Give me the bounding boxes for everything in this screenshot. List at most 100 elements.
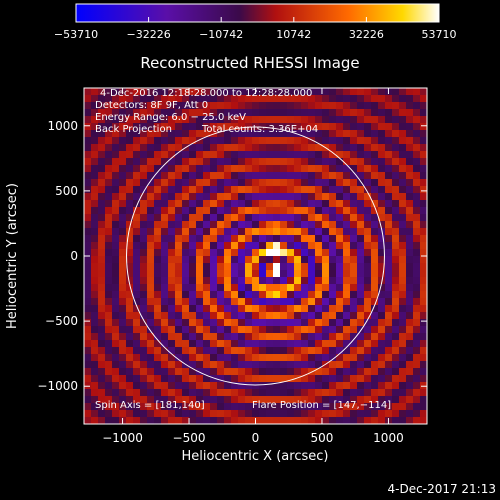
heatmap-cell bbox=[294, 396, 301, 403]
heatmap-cell bbox=[273, 144, 280, 151]
heatmap-cell bbox=[119, 151, 126, 158]
heatmap-cell bbox=[210, 214, 217, 221]
heatmap-cell bbox=[385, 361, 392, 368]
heatmap-cell bbox=[420, 277, 427, 284]
heatmap-cell bbox=[266, 368, 273, 375]
heatmap-cell bbox=[399, 88, 406, 95]
heatmap-cell bbox=[196, 158, 203, 165]
heatmap-cell bbox=[154, 368, 161, 375]
heatmap-cell bbox=[196, 312, 203, 319]
heatmap-cell bbox=[147, 144, 154, 151]
heatmap-cell bbox=[308, 284, 315, 291]
heatmap-cell bbox=[280, 214, 287, 221]
heatmap-cell bbox=[364, 417, 371, 424]
heatmap-cell bbox=[210, 200, 217, 207]
heatmap-cell bbox=[301, 235, 308, 242]
heatmap-cell bbox=[336, 235, 343, 242]
heatmap-cell bbox=[266, 326, 273, 333]
heatmap-cell bbox=[329, 361, 336, 368]
heatmap-cell bbox=[91, 312, 98, 319]
heatmap-cell bbox=[154, 137, 161, 144]
heatmap-cell bbox=[294, 277, 301, 284]
heatmap-cell bbox=[280, 312, 287, 319]
heatmap-cell bbox=[154, 263, 161, 270]
heatmap-cell bbox=[308, 263, 315, 270]
heatmap-cell bbox=[336, 368, 343, 375]
heatmap-cell bbox=[84, 396, 91, 403]
heatmap-cell bbox=[112, 291, 119, 298]
heatmap-cell bbox=[378, 312, 385, 319]
heatmap-cell bbox=[413, 242, 420, 249]
heatmap-cell bbox=[126, 214, 133, 221]
heatmap-cell bbox=[420, 165, 427, 172]
heatmap-cell bbox=[105, 256, 112, 263]
heatmap-cell bbox=[210, 417, 217, 424]
heatmap-cell bbox=[217, 235, 224, 242]
heatmap-cell bbox=[273, 396, 280, 403]
heatmap-cell bbox=[308, 277, 315, 284]
heatmap-cell bbox=[308, 151, 315, 158]
heatmap-cell bbox=[84, 130, 91, 137]
heatmap-cell bbox=[231, 88, 238, 95]
heatmap-cell bbox=[343, 235, 350, 242]
heatmap-cell bbox=[273, 123, 280, 130]
heatmap-cell bbox=[336, 263, 343, 270]
heatmap-cell bbox=[196, 340, 203, 347]
heatmap-cell bbox=[294, 186, 301, 193]
heatmap-cell bbox=[238, 375, 245, 382]
heatmap-cell bbox=[378, 95, 385, 102]
heatmap-cell bbox=[210, 382, 217, 389]
heatmap-cell bbox=[112, 263, 119, 270]
heatmap-cell bbox=[217, 88, 224, 95]
heatmap-cell bbox=[231, 417, 238, 424]
heatmap-cell bbox=[161, 382, 168, 389]
heatmap-cell bbox=[91, 298, 98, 305]
heatmap-cell bbox=[140, 291, 147, 298]
heatmap-cell bbox=[357, 396, 364, 403]
heatmap-cell bbox=[336, 137, 343, 144]
heatmap-cell bbox=[196, 200, 203, 207]
heatmap-cell bbox=[91, 109, 98, 116]
heatmap-cell bbox=[420, 305, 427, 312]
heatmap-cell bbox=[84, 305, 91, 312]
heatmap-cell bbox=[259, 165, 266, 172]
heatmap-cell bbox=[210, 158, 217, 165]
heatmap-cell bbox=[392, 375, 399, 382]
heatmap-cell bbox=[392, 284, 399, 291]
heatmap-cell bbox=[322, 270, 329, 277]
heatmap-cell bbox=[385, 263, 392, 270]
heatmap-cell bbox=[371, 172, 378, 179]
heatmap-cell bbox=[406, 249, 413, 256]
heatmap-cell bbox=[336, 347, 343, 354]
heatmap-cell bbox=[266, 340, 273, 347]
heatmap-cell bbox=[392, 116, 399, 123]
heatmap-cell bbox=[147, 88, 154, 95]
heatmap-cell bbox=[133, 361, 140, 368]
heatmap-cell bbox=[84, 375, 91, 382]
heatmap-cell bbox=[308, 193, 315, 200]
heatmap-cell bbox=[364, 214, 371, 221]
heatmap-cell bbox=[399, 116, 406, 123]
heatmap-cell bbox=[210, 235, 217, 242]
heatmap-cell bbox=[182, 193, 189, 200]
heatmap-cell bbox=[91, 235, 98, 242]
heatmap-cell bbox=[385, 347, 392, 354]
heatmap-cell bbox=[315, 354, 322, 361]
heatmap-cell bbox=[259, 158, 266, 165]
heatmap-cell bbox=[301, 207, 308, 214]
heatmap-cell bbox=[385, 116, 392, 123]
heatmap-cell bbox=[224, 214, 231, 221]
heatmap-cell bbox=[392, 410, 399, 417]
heatmap-cell bbox=[217, 256, 224, 263]
heatmap-cell bbox=[217, 368, 224, 375]
heatmap-cell bbox=[350, 396, 357, 403]
x-tick-label: −1000 bbox=[102, 431, 143, 445]
heatmap-cell bbox=[147, 291, 154, 298]
heatmap-cell bbox=[175, 179, 182, 186]
heatmap-cell bbox=[154, 256, 161, 263]
heatmap-cell bbox=[392, 235, 399, 242]
heatmap-cell bbox=[357, 417, 364, 424]
heatmap-cell bbox=[196, 368, 203, 375]
y-tick-label: 500 bbox=[55, 184, 78, 198]
heatmap-cell bbox=[91, 144, 98, 151]
